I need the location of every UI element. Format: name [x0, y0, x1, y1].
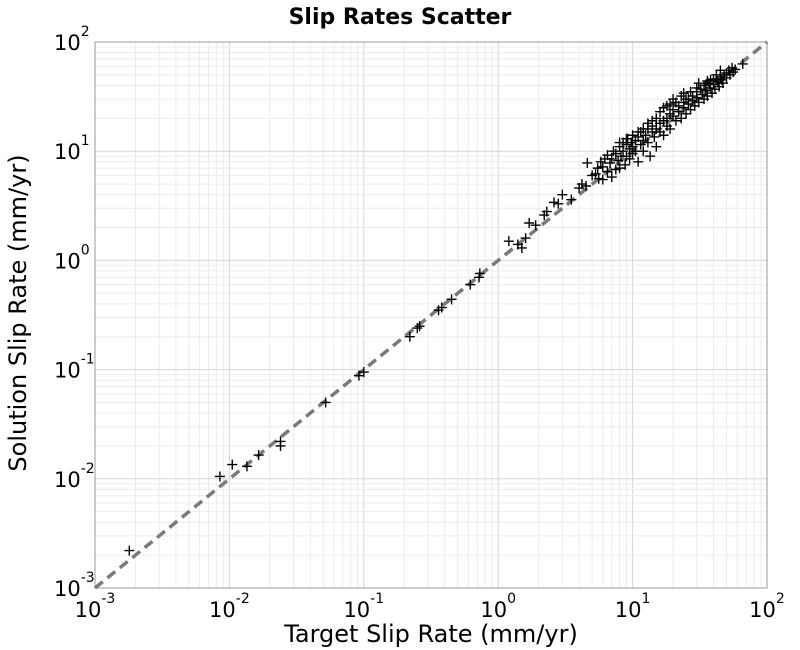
data-point — [645, 151, 656, 162]
data-point — [412, 323, 423, 334]
plot-area-frame — [94, 41, 768, 589]
grid-lines — [94, 42, 767, 589]
data-point — [608, 146, 619, 157]
data-point — [681, 108, 692, 119]
data-point — [621, 133, 632, 144]
y-axis-label: Solution Slip Rate (mm/yr) — [4, 154, 32, 471]
data-point — [580, 181, 591, 192]
data-points — [124, 58, 748, 556]
data-point — [685, 86, 696, 97]
data-point — [715, 65, 726, 76]
y-tick-label: 10-1 — [54, 352, 95, 383]
data-point — [474, 268, 485, 279]
data-point — [358, 367, 369, 378]
data-point — [436, 302, 447, 313]
data-point — [566, 194, 577, 205]
y-axis-ticks: 10-3 10-2 10-1 100 101 102 — [54, 24, 95, 601]
x-tick-label: 10-2 — [209, 591, 250, 622]
data-point — [717, 78, 728, 89]
data-point — [606, 153, 617, 164]
x-axis-ticks: 10-3 10-2 10-1 100 101 102 — [75, 591, 785, 622]
data-point — [602, 166, 613, 177]
data-point — [275, 436, 286, 447]
data-point — [241, 461, 252, 472]
x-axis-label: Target Slip Rate (mm/yr) — [283, 620, 578, 648]
x-tick-label: 10-1 — [343, 591, 384, 622]
data-point — [640, 130, 651, 141]
chart-title: Slip Rates Scatter — [289, 5, 512, 30]
data-point — [702, 75, 713, 86]
data-point — [649, 131, 660, 142]
x-tick-label: 10-3 — [75, 591, 116, 622]
data-point — [124, 545, 135, 556]
data-point — [320, 397, 331, 408]
data-point — [214, 471, 225, 482]
data-point — [642, 137, 653, 148]
data-point — [524, 218, 535, 229]
data-point — [673, 106, 684, 117]
data-point — [676, 113, 687, 124]
data-point — [503, 236, 514, 247]
data-point — [605, 157, 616, 168]
data-point — [647, 115, 658, 126]
data-point — [597, 174, 608, 185]
data-point — [638, 123, 649, 134]
data-point — [520, 233, 531, 244]
x-tick-label: 101 — [615, 591, 651, 622]
data-point — [614, 163, 625, 174]
data-point — [691, 82, 702, 93]
data-point — [253, 450, 264, 461]
data-point — [548, 197, 559, 208]
data-point — [658, 102, 669, 113]
data-point — [728, 67, 739, 78]
data-point — [665, 99, 676, 110]
data-point — [404, 331, 415, 342]
data-point — [530, 220, 541, 231]
data-point — [414, 321, 425, 332]
data-point — [553, 198, 564, 209]
data-point — [614, 137, 625, 148]
data-point — [627, 130, 638, 141]
data-point — [691, 92, 702, 103]
y-tick-label: 100 — [54, 242, 90, 273]
y-tick-label: 10-2 — [54, 461, 95, 492]
y-tick-label: 10-3 — [54, 570, 95, 601]
data-point — [541, 206, 552, 217]
data-point — [516, 242, 527, 253]
data-point — [582, 157, 593, 168]
data-point — [658, 130, 669, 141]
data-point — [446, 294, 457, 305]
data-point — [597, 161, 608, 172]
data-point — [624, 153, 635, 164]
reference-line — [93, 40, 769, 590]
data-point — [606, 172, 617, 183]
data-point — [700, 85, 711, 96]
y-tick-label: 102 — [54, 24, 90, 55]
x-tick-label: 100 — [480, 591, 516, 622]
data-point — [620, 159, 631, 170]
data-point — [557, 189, 568, 200]
data-point — [730, 64, 741, 75]
data-point — [693, 97, 704, 108]
x-tick-label: 102 — [749, 591, 785, 622]
data-point — [227, 459, 238, 470]
data-point — [670, 97, 681, 108]
data-point — [610, 148, 621, 159]
data-point — [670, 115, 681, 126]
data-point — [665, 123, 676, 134]
data-point — [638, 146, 649, 157]
data-point — [633, 156, 644, 167]
y-tick-label: 101 — [54, 133, 90, 164]
data-point — [638, 135, 649, 146]
data-point — [633, 126, 644, 137]
data-point — [642, 118, 653, 129]
data-point — [709, 84, 720, 95]
data-point — [465, 279, 476, 290]
data-point — [651, 141, 662, 152]
data-point — [737, 58, 748, 69]
data-point — [676, 91, 687, 102]
data-point — [693, 78, 704, 89]
data-point — [592, 163, 603, 174]
